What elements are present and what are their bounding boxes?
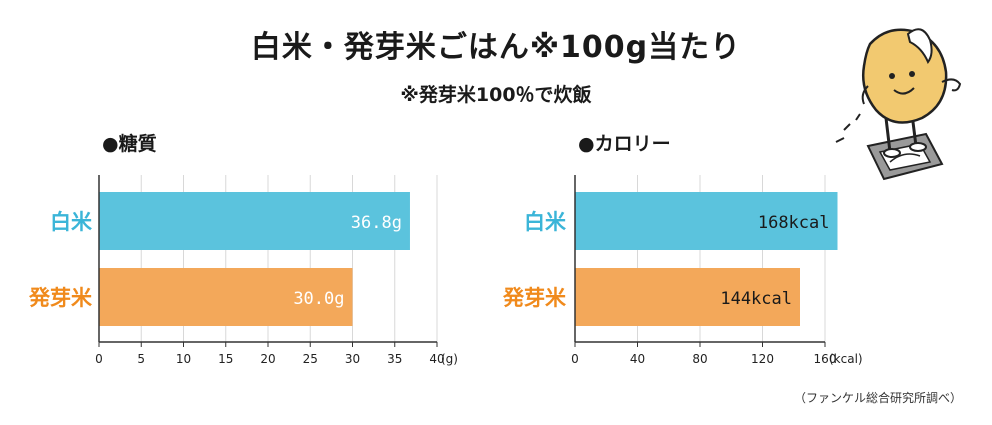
sugar-tick-label: 0 (95, 352, 103, 366)
sugar-chart-title: ●糖質 (102, 133, 157, 155)
sugar-category-label: 白米 (50, 210, 93, 234)
sugar-tick-label: 25 (303, 352, 318, 366)
calorie-tick-label: 40 (630, 352, 645, 366)
sugar-data-label: 36.8g (351, 213, 402, 233)
sugar-tick-label: 30 (345, 352, 360, 366)
calorie-data-label: 168kcal (758, 213, 830, 233)
sugar-tick-label: 10 (176, 352, 191, 366)
sugar-bar-germinated-rice (99, 268, 353, 326)
page-title: 白米・発芽米ごはん※100g当たり (250, 30, 742, 65)
calorie-x-unit: (kcal) (829, 352, 863, 366)
calorie-category-label: 白米 (524, 210, 567, 234)
calorie-tick-label: 0 (571, 352, 579, 366)
sugar-tick-label: 15 (218, 352, 233, 366)
calorie-bar-white-rice (575, 192, 838, 250)
calorie-tick-label: 80 (692, 352, 707, 366)
sugar-tick-label: 35 (387, 352, 402, 366)
sugar-category-label: 発芽米 (28, 286, 93, 310)
sugar-data-label: 30.0g (293, 289, 344, 309)
sugar-bar-white-rice (99, 192, 410, 250)
calorie-data-label: 144kcal (720, 289, 792, 309)
sugar-x-unit: (g) (441, 352, 458, 366)
calorie-tick-label: 160 (814, 352, 837, 366)
calorie-category-label: 発芽米 (502, 286, 567, 310)
calorie-chart-title: ●カロリー (578, 133, 671, 155)
sugar-tick-label: 5 (137, 352, 145, 366)
sugar-tick-label: 20 (260, 352, 275, 366)
sugar-tick-label: 40 (429, 352, 444, 366)
page-subtitle: ※発芽米100％で炊飯 (400, 84, 592, 106)
calorie-bar-germinated-rice (575, 268, 800, 326)
calorie-tick-label: 120 (751, 352, 774, 366)
source-note: （ファンケル総合研究所調べ） (793, 391, 962, 405)
rice-grain-mascot-icon (835, 28, 962, 181)
